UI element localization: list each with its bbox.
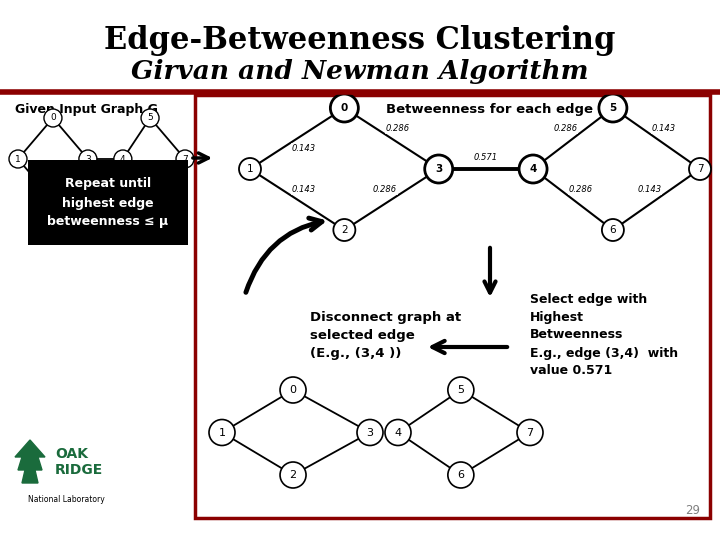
Circle shape — [517, 420, 543, 446]
Circle shape — [599, 94, 627, 122]
Text: 4: 4 — [529, 164, 536, 174]
Bar — [28, 160, 188, 245]
Circle shape — [44, 109, 62, 127]
Text: 3: 3 — [85, 154, 91, 164]
Circle shape — [385, 420, 411, 446]
Text: Disconnect graph at
selected edge
(E.g., (3,4 )): Disconnect graph at selected edge (E.g.,… — [310, 310, 461, 360]
Text: 0.143: 0.143 — [637, 185, 662, 194]
Circle shape — [239, 158, 261, 180]
Circle shape — [44, 191, 62, 209]
Text: 2: 2 — [289, 470, 297, 480]
Text: 5: 5 — [457, 385, 464, 395]
Text: 7: 7 — [697, 164, 703, 174]
Circle shape — [519, 155, 547, 183]
Text: 2: 2 — [341, 225, 348, 235]
Text: Girvan and Newman Algorithm: Girvan and Newman Algorithm — [131, 59, 589, 84]
Circle shape — [280, 377, 306, 403]
Text: 7: 7 — [182, 154, 188, 164]
Circle shape — [689, 158, 711, 180]
Text: 0.143: 0.143 — [652, 124, 675, 133]
Text: 4: 4 — [120, 154, 126, 164]
Text: 7: 7 — [526, 428, 534, 437]
Text: 0: 0 — [50, 113, 56, 123]
Text: Repeat until
highest edge
betweenness ≤ μ: Repeat until highest edge betweenness ≤ … — [48, 178, 168, 228]
Text: Betweenness for each edge: Betweenness for each edge — [387, 104, 593, 117]
Text: 1: 1 — [218, 428, 225, 437]
Text: 0.143: 0.143 — [292, 185, 316, 194]
Circle shape — [333, 219, 356, 241]
Circle shape — [448, 462, 474, 488]
Circle shape — [9, 150, 27, 168]
Bar — [195, 95, 710, 518]
Circle shape — [330, 94, 359, 122]
Circle shape — [357, 420, 383, 446]
Text: 0: 0 — [289, 385, 297, 395]
Text: 3: 3 — [435, 164, 442, 174]
Circle shape — [176, 150, 194, 168]
Text: 0.571: 0.571 — [474, 152, 498, 161]
Text: National Laboratory: National Laboratory — [28, 496, 104, 504]
Text: 4: 4 — [395, 428, 402, 437]
Text: Given Input Graph G: Given Input Graph G — [15, 104, 158, 117]
Text: 6: 6 — [147, 195, 153, 205]
Text: OAK
RIDGE: OAK RIDGE — [55, 447, 103, 477]
Circle shape — [425, 155, 453, 183]
Text: 5: 5 — [609, 103, 616, 113]
Text: 6: 6 — [610, 225, 616, 235]
Text: 1: 1 — [247, 164, 253, 174]
Text: Edge-Betweenness Clustering: Edge-Betweenness Clustering — [104, 24, 616, 56]
Circle shape — [280, 462, 306, 488]
Text: 0.143: 0.143 — [292, 144, 316, 153]
Text: Select edge with
Highest
Betweenness
E.g., edge (3,4)  with
value 0.571: Select edge with Highest Betweenness E.g… — [530, 293, 678, 377]
Polygon shape — [15, 440, 45, 483]
Text: 1: 1 — [15, 154, 21, 164]
Circle shape — [602, 219, 624, 241]
Text: 0.286: 0.286 — [554, 124, 577, 133]
Text: 0.286: 0.286 — [373, 185, 397, 194]
Text: 0.286: 0.286 — [386, 124, 410, 133]
Text: 0.286: 0.286 — [568, 185, 593, 194]
Text: 6: 6 — [457, 470, 464, 480]
Circle shape — [114, 150, 132, 168]
Text: 2: 2 — [50, 195, 55, 205]
Text: 5: 5 — [147, 113, 153, 123]
Text: 3: 3 — [366, 428, 374, 437]
Text: 29: 29 — [685, 503, 700, 516]
Circle shape — [141, 109, 159, 127]
Circle shape — [141, 191, 159, 209]
Text: 0: 0 — [341, 103, 348, 113]
Circle shape — [448, 377, 474, 403]
Circle shape — [79, 150, 97, 168]
Circle shape — [209, 420, 235, 446]
